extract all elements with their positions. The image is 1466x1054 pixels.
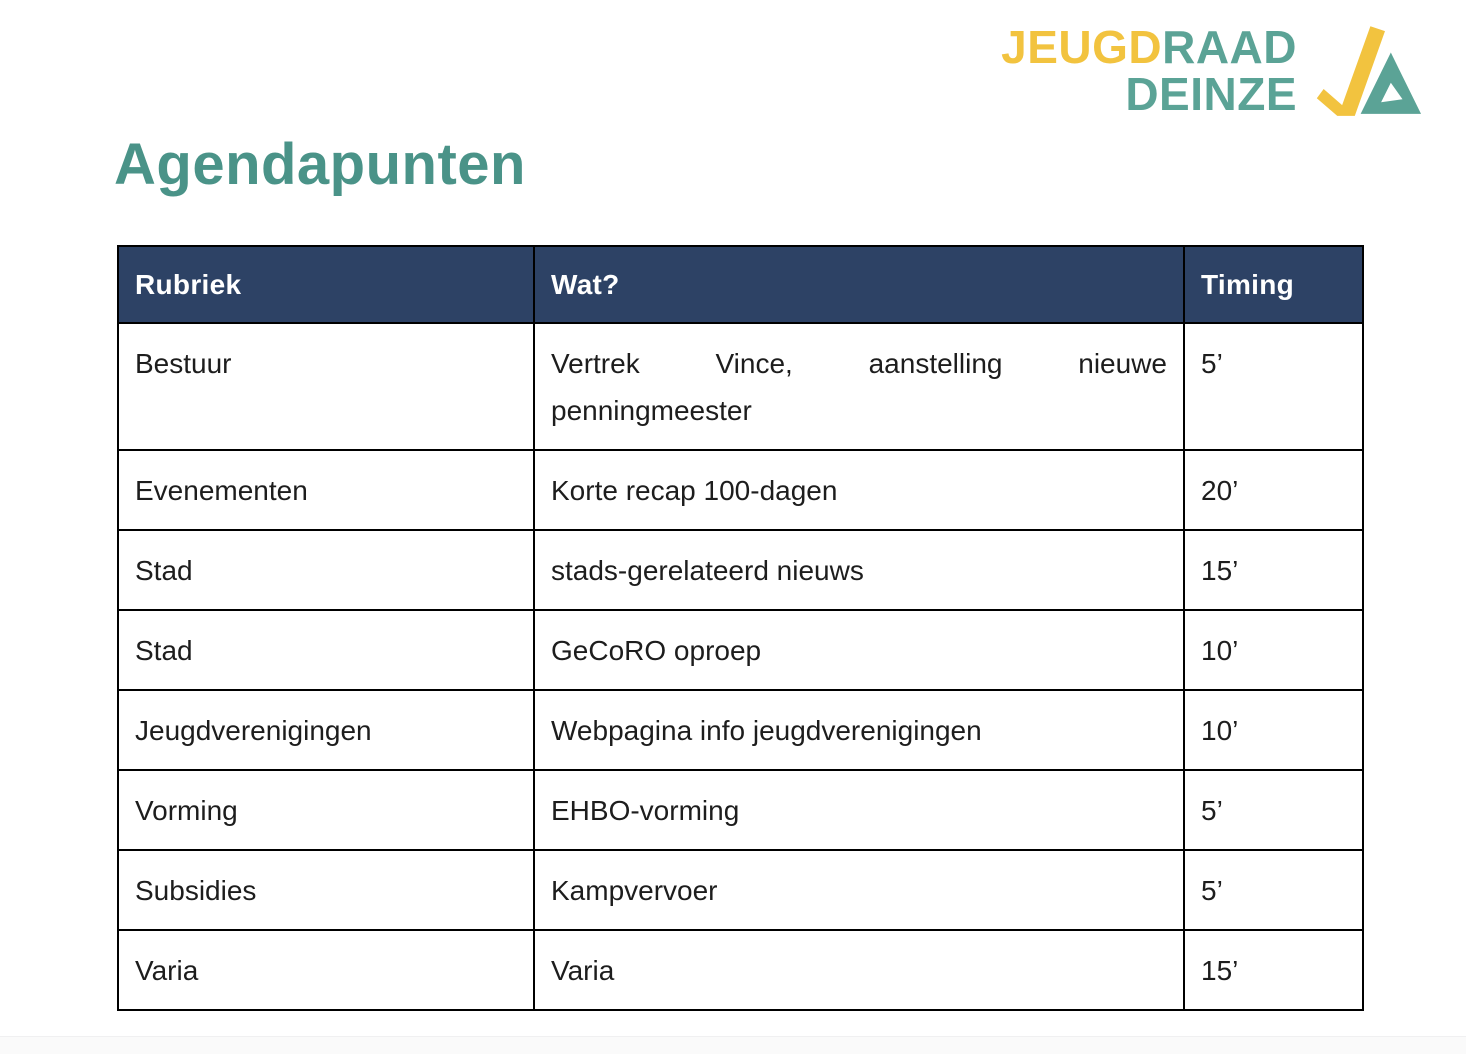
table-row: Stad stads-gerelateerd nieuws 15’	[117, 529, 1364, 611]
table-row: Bestuur Vertrek Vince, aanstelling nieuw…	[117, 322, 1364, 451]
page-title: Agendapunten	[114, 132, 526, 197]
cell-wat: Varia	[533, 929, 1185, 1011]
cell-rubriek: Jeugdverenigingen	[117, 689, 535, 771]
table-row: Stad GeCoRO oproep 10’	[117, 609, 1364, 691]
table-row: Jeugdverenigingen Webpagina info jeugdve…	[117, 689, 1364, 771]
cell-rubriek: Varia	[117, 929, 535, 1011]
table-row: Subsidies Kampvervoer 5’	[117, 849, 1364, 931]
cell-wat: EHBO-vorming	[533, 769, 1185, 851]
cell-wat: Kampvervoer	[533, 849, 1185, 931]
cell-rubriek: Bestuur	[117, 322, 535, 451]
cell-rubriek: Subsidies	[117, 849, 535, 931]
cell-wat: Webpagina info jeugdverenigingen	[533, 689, 1185, 771]
cell-timing: 15’	[1183, 929, 1364, 1011]
cell-wat: GeCoRO oproep	[533, 609, 1185, 691]
logo-word-deinze: DEINZE	[1125, 68, 1297, 120]
cell-rubriek: Stad	[117, 609, 535, 691]
bottom-band	[0, 1036, 1466, 1054]
cell-timing: 5’	[1183, 849, 1364, 931]
cell-timing: 5’	[1183, 769, 1364, 851]
jeugdraad-deinze-mark-icon	[1316, 26, 1422, 116]
table-row: Varia Varia 15’	[117, 929, 1364, 1011]
cell-wat: Vertrek Vince, aanstelling nieuwe pennin…	[533, 322, 1185, 451]
cell-rubriek: Vorming	[117, 769, 535, 851]
table-row: Evenementen Korte recap 100-dagen 20’	[117, 449, 1364, 531]
column-header-wat: Wat?	[533, 245, 1185, 324]
logo-line-1: JEUGDRAAD	[1001, 24, 1297, 71]
cell-timing: 5’	[1183, 322, 1364, 451]
cell-wat: Korte recap 100-dagen	[533, 449, 1185, 531]
agenda-table: Rubriek Wat? Timing Bestuur Vertrek Vinc…	[117, 245, 1364, 1011]
cell-rubriek: Evenementen	[117, 449, 535, 531]
logo-word-raad: RAAD	[1162, 21, 1297, 73]
cell-rubriek: Stad	[117, 529, 535, 611]
logo-word-jeugd: JEUGD	[1001, 21, 1163, 73]
cell-wat: stads-gerelateerd nieuws	[533, 529, 1185, 611]
table-header-row: Rubriek Wat? Timing	[117, 245, 1364, 324]
logo: JEUGDRAAD DEINZE	[1001, 24, 1422, 119]
cell-timing: 15’	[1183, 529, 1364, 611]
column-header-timing: Timing	[1183, 245, 1364, 324]
table-row: Vorming EHBO-vorming 5’	[117, 769, 1364, 851]
cell-timing: 10’	[1183, 609, 1364, 691]
column-header-rubriek: Rubriek	[117, 245, 535, 324]
cell-timing: 10’	[1183, 689, 1364, 771]
logo-wordmark: JEUGDRAAD DEINZE	[1001, 24, 1297, 118]
cell-timing: 20’	[1183, 449, 1364, 531]
